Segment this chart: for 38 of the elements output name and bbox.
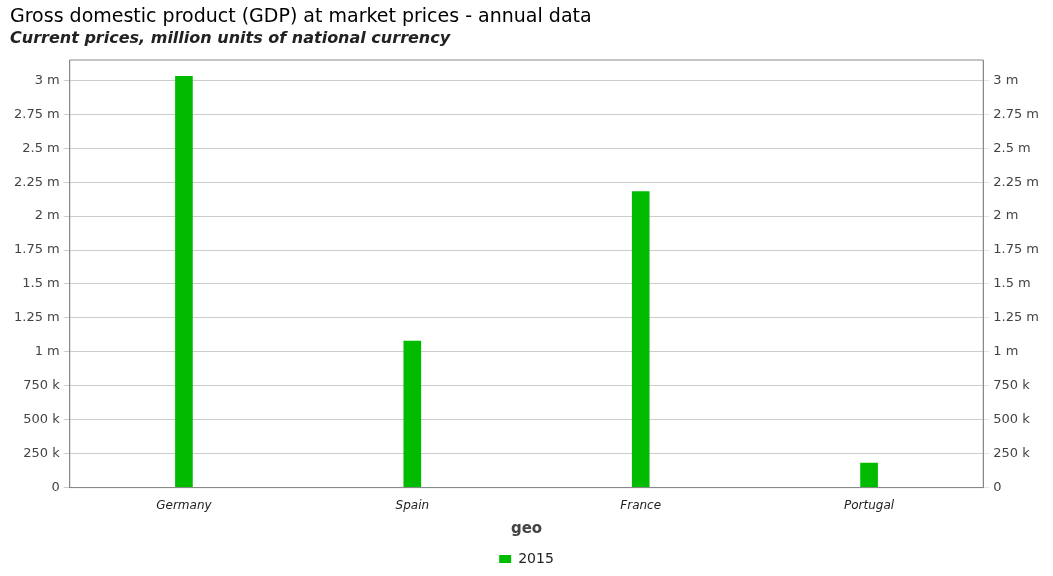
y-tick-label: 2.25 m bbox=[13, 173, 60, 189]
y-tick-label: 1.75 m bbox=[13, 241, 60, 257]
y2-tick-label: 500 k bbox=[993, 411, 1031, 427]
x-tick-label: France bbox=[620, 497, 662, 512]
y-tick-label: 1.25 m bbox=[13, 309, 60, 325]
y2-tick-label: 0 bbox=[993, 478, 1002, 494]
x-tick-label: Germany bbox=[156, 497, 213, 512]
x-tick-label: Spain bbox=[395, 497, 430, 512]
chart-subtitle: Current prices, million units of national currency bbox=[10, 28, 451, 47]
y2-tick-label: 1 m bbox=[993, 343, 1019, 359]
bar bbox=[631, 191, 650, 488]
y-tick-label: 1 m bbox=[34, 343, 60, 359]
y-tick-label: 2.5 m bbox=[22, 139, 60, 155]
chart-title: Gross domestic product (GDP) at market prices - annual data bbox=[10, 4, 592, 26]
y-tick-label: 2 m bbox=[34, 207, 60, 223]
y2-tick-label: 2.5 m bbox=[993, 139, 1031, 155]
y-tick-label: 250 k bbox=[23, 445, 61, 461]
y-tick-label: 0 bbox=[51, 478, 60, 494]
y2-tick-label: 2.75 m bbox=[993, 105, 1040, 121]
y2-tick-label: 750 k bbox=[993, 377, 1031, 393]
bar bbox=[175, 75, 193, 488]
y2-tick-label: 2 m bbox=[993, 207, 1019, 223]
y2-tick-label: 1.25 m bbox=[993, 309, 1040, 325]
y-tick-label: 750 k bbox=[23, 377, 61, 393]
y-tick-label: 1.5 m bbox=[22, 275, 60, 291]
x-tick-label: Portugal bbox=[844, 497, 895, 512]
y2-tick-label: 1.5 m bbox=[993, 275, 1031, 291]
y2-tick-label: 1.75 m bbox=[993, 241, 1040, 257]
y-tick-label: 500 k bbox=[23, 411, 61, 427]
legend-label: 2015 bbox=[518, 549, 554, 566]
y-tick-label: 3 m bbox=[34, 71, 60, 87]
y-tick-label: 2.75 m bbox=[13, 105, 60, 121]
y2-tick-label: 3 m bbox=[993, 71, 1019, 87]
bar bbox=[403, 340, 422, 488]
y2-tick-label: 2.25 m bbox=[993, 173, 1040, 189]
y2-tick-label: 250 k bbox=[993, 445, 1031, 461]
x-axis-title: geo bbox=[510, 518, 543, 537]
bar bbox=[860, 462, 878, 488]
